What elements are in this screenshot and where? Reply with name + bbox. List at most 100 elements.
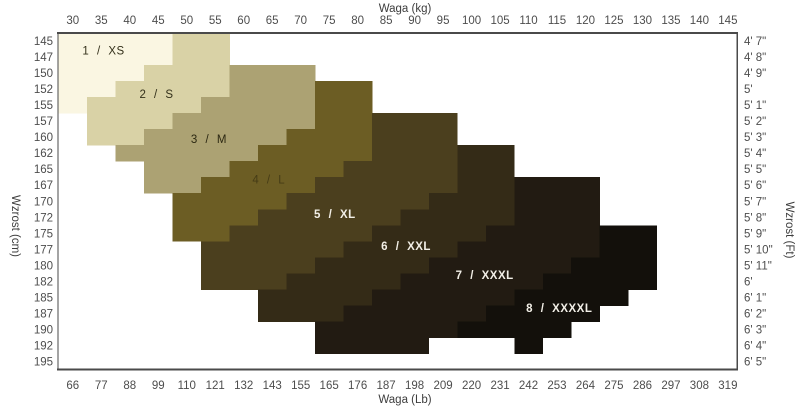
ft-tick-label: 5' 5" xyxy=(744,164,766,176)
size-band-5-xl xyxy=(343,161,458,178)
kg-tick-label: 35 xyxy=(95,15,108,27)
lb-tick-label: 143 xyxy=(263,380,282,392)
kg-tick-label: 95 xyxy=(437,15,450,27)
size-band-5-xl xyxy=(286,193,430,210)
size-band-3-m xyxy=(172,113,316,130)
size-band-8-xxxxl xyxy=(542,273,658,290)
lb-tick-label: 110 xyxy=(178,380,196,392)
kg-tick-label: 100 xyxy=(462,15,481,27)
kg-tick-label: 55 xyxy=(209,15,222,27)
ft-tick-label: 5' xyxy=(744,84,753,96)
cm-tick-label: 175 xyxy=(34,228,53,240)
ft-tick-label: 4' 7" xyxy=(744,36,766,48)
lb-tick-label: 198 xyxy=(405,380,424,392)
size-band-2-s xyxy=(172,49,230,66)
size-band-5-xl xyxy=(371,113,458,130)
ft-tick-label: 5' 10" xyxy=(744,244,773,256)
size-band-6-xxl xyxy=(257,305,344,322)
kg-tick-label: 30 xyxy=(66,15,79,27)
kg-tick-label: 90 xyxy=(408,15,421,27)
kg-tick-label: 120 xyxy=(576,15,595,27)
kg-tick-label: 110 xyxy=(519,15,537,27)
ft-tick-label: 6' 3" xyxy=(744,324,766,336)
size-band-2-s xyxy=(144,65,230,82)
kg-tick-label: 130 xyxy=(633,15,652,27)
lb-tick-label: 319 xyxy=(718,380,737,392)
size-band-5-xl xyxy=(200,273,287,290)
size-band-4-l xyxy=(172,209,259,226)
size-band-6-xxl xyxy=(257,289,373,306)
lb-tick-label: 165 xyxy=(320,380,339,392)
cm-tick-label: 147 xyxy=(34,52,53,64)
size-band-6-xxl xyxy=(286,273,401,290)
cm-tick-label: 155 xyxy=(34,100,53,112)
right-axis-title: Wzrost (Ft) xyxy=(783,202,795,259)
left-axis-title: Wzrost (cm) xyxy=(9,195,21,257)
size-band-4-l xyxy=(200,177,316,194)
ft-tick-label: 5' 6" xyxy=(744,180,766,192)
size-band-5-xl xyxy=(257,209,401,226)
size-band-5-xl xyxy=(371,129,458,146)
size-band-1-xs xyxy=(58,81,116,98)
size-label-1-xs: 1 / XS xyxy=(82,46,124,58)
size-band-3-m xyxy=(229,81,316,98)
ft-tick-label: 6' 4" xyxy=(744,340,766,352)
size-band-7-xxxl xyxy=(457,241,601,258)
kg-tick-label: 80 xyxy=(351,15,364,27)
size-band-1-xs xyxy=(58,97,88,114)
size-band-8-xxxxl xyxy=(514,337,544,354)
ft-tick-label: 5' 8" xyxy=(744,212,766,224)
size-band-6-xxl xyxy=(400,209,515,226)
lb-tick-label: 242 xyxy=(519,380,538,392)
kg-tick-label: 70 xyxy=(294,15,307,27)
size-band-7-xxxl xyxy=(343,305,487,322)
size-band-5-xl xyxy=(314,177,458,194)
size-band-4-l xyxy=(286,129,373,146)
size-band-6-xxl xyxy=(457,145,515,162)
kg-tick-label: 85 xyxy=(380,15,393,27)
lb-tick-label: 121 xyxy=(206,380,225,392)
size-band-3-m xyxy=(144,177,202,194)
kg-tick-label: 115 xyxy=(548,15,566,27)
size-band-2-s xyxy=(87,129,145,146)
size-band-8-xxxxl xyxy=(514,289,629,306)
size-band-6-xxl xyxy=(343,241,458,258)
cm-tick-label: 145 xyxy=(34,36,53,48)
cm-tick-label: 162 xyxy=(34,148,53,160)
size-band-1-xs xyxy=(58,33,173,50)
size-band-7-xxxl xyxy=(428,257,572,274)
top-axis-title: Waga (kg) xyxy=(379,3,432,15)
ft-tick-label: 6' 5" xyxy=(744,356,766,368)
size-label-2-s: 2 / S xyxy=(139,89,173,101)
size-band-4-l xyxy=(229,161,344,178)
size-band-6-xxl xyxy=(371,225,487,242)
size-label-7-xxxl: 7 / XXXL xyxy=(456,270,514,282)
size-band-7-xxxl xyxy=(514,193,601,210)
lb-tick-label: 187 xyxy=(377,380,396,392)
lb-tick-label: 132 xyxy=(234,380,253,392)
ft-tick-label: 5' 7" xyxy=(744,196,766,208)
lb-tick-label: 264 xyxy=(576,380,596,392)
ft-tick-label: 5' 9" xyxy=(744,228,766,240)
ft-tick-label: 6' xyxy=(744,276,753,288)
size-band-4-l xyxy=(314,81,373,98)
size-band-5-xl xyxy=(229,225,373,242)
size-band-7-xxxl xyxy=(314,321,458,338)
size-label-3-m: 3 / M xyxy=(191,134,227,146)
ft-tick-label: 5' 11" xyxy=(744,260,772,272)
size-band-6-xxl xyxy=(457,161,515,178)
ft-tick-label: 5' 2" xyxy=(744,116,766,128)
size-band-3-m xyxy=(229,65,316,82)
lb-tick-label: 155 xyxy=(291,380,310,392)
size-band-7-xxxl xyxy=(514,177,601,194)
cm-tick-label: 192 xyxy=(34,340,53,352)
size-band-3-m xyxy=(200,97,316,114)
size-band-2-s xyxy=(115,81,230,98)
size-band-5-xl xyxy=(200,257,316,274)
ft-tick-label: 5' 4" xyxy=(744,148,766,160)
lb-tick-label: 66 xyxy=(66,380,79,392)
kg-tick-label: 125 xyxy=(604,15,623,27)
cm-tick-label: 167 xyxy=(34,180,53,192)
size-band-8-xxxxl xyxy=(457,321,572,338)
